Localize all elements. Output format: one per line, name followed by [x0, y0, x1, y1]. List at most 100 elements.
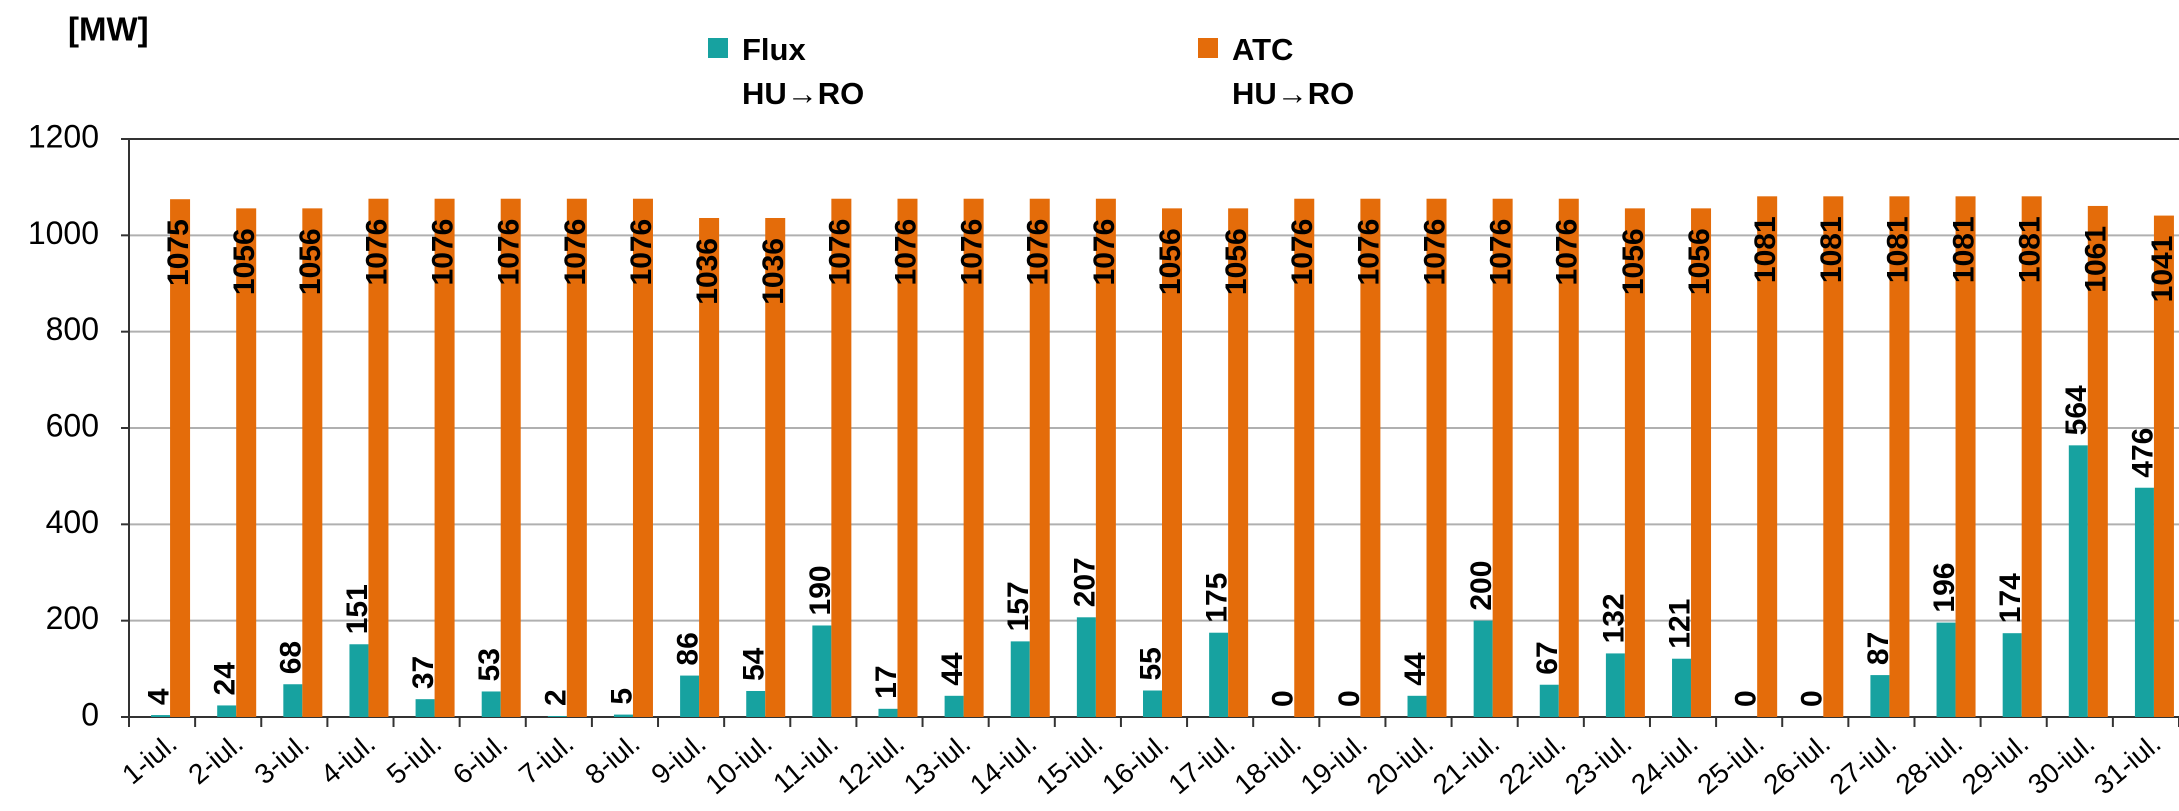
- bar: [1539, 684, 1559, 717]
- bar: [170, 199, 191, 718]
- data-label: 0: [1333, 690, 1366, 707]
- x-tick-label: 25-iul.: [1691, 728, 1769, 801]
- data-label: 1076: [360, 219, 393, 286]
- data-label: 86: [672, 632, 705, 665]
- y-tick-label: 0: [81, 696, 99, 732]
- x-tick-label: 26-iul.: [1758, 728, 1836, 801]
- data-label: 1076: [493, 219, 526, 286]
- data-label: 132: [1597, 593, 1630, 643]
- data-label: 1036: [757, 238, 790, 305]
- x-tick-label: 12-iul.: [832, 728, 910, 801]
- y-tick-label: 200: [46, 600, 99, 636]
- bar: [283, 684, 303, 717]
- bar: [302, 208, 323, 718]
- bar: [680, 675, 700, 717]
- data-label: 0: [1267, 690, 1300, 707]
- x-tick-label: 18-iul.: [1229, 728, 1307, 801]
- data-label: 87: [1862, 632, 1895, 665]
- bar: [1605, 653, 1625, 717]
- x-tick-label: 10-iul.: [699, 728, 777, 801]
- data-label: 1076: [625, 219, 658, 286]
- data-label: 37: [407, 656, 440, 689]
- bar: [434, 198, 455, 717]
- y-tick-label: 400: [46, 504, 99, 540]
- data-label: 1076: [823, 219, 856, 286]
- bar: [2087, 205, 2108, 717]
- data-label: 207: [1068, 557, 1101, 607]
- data-label: 196: [1928, 563, 1961, 613]
- data-label: 476: [2126, 428, 2159, 478]
- data-label: 67: [1531, 641, 1564, 674]
- data-label: 1075: [162, 219, 195, 286]
- bar: [1010, 641, 1030, 717]
- bar: [944, 695, 964, 717]
- x-tick-label: 13-iul.: [898, 728, 976, 801]
- bar: [699, 217, 720, 717]
- data-label: 175: [1201, 573, 1234, 623]
- data-label: 1081: [2014, 216, 2047, 283]
- legend-item: Flux HU→RO: [708, 28, 902, 116]
- data-label: 1081: [1881, 216, 1914, 283]
- data-label: 1076: [559, 219, 592, 286]
- bar: [831, 198, 852, 717]
- data-label: 1076: [1088, 219, 1121, 286]
- bar: [151, 715, 171, 717]
- data-label: 190: [804, 565, 837, 615]
- x-tick-label: 19-iul.: [1295, 728, 1373, 801]
- data-label: 1081: [1815, 216, 1848, 283]
- data-label: 564: [2060, 385, 2093, 435]
- x-tick-label: 7-iul.: [513, 728, 579, 791]
- bar: [2134, 487, 2154, 717]
- x-tick-label: 16-iul.: [1096, 728, 1174, 801]
- data-label: 0: [1796, 690, 1829, 707]
- data-label: 1056: [1154, 228, 1187, 295]
- bar: [746, 690, 766, 717]
- bar: [1143, 690, 1162, 717]
- bar: [1162, 208, 1182, 718]
- x-tick-label: 31-iul.: [2088, 728, 2166, 801]
- data-label: 44: [936, 652, 969, 686]
- data-label: 53: [473, 648, 506, 681]
- data-label: 1076: [1286, 219, 1319, 286]
- bar: [632, 198, 653, 717]
- bar: [812, 625, 832, 717]
- bar: [547, 716, 567, 717]
- x-tick-label: 8-iul.: [579, 728, 645, 791]
- data-label: 1056: [1220, 228, 1253, 295]
- bar: [1936, 622, 1956, 717]
- bar: [349, 644, 369, 717]
- data-label: 17: [870, 665, 903, 698]
- bar: [1955, 196, 1976, 717]
- bar: [415, 699, 435, 717]
- x-tick-label: 3-iul.: [249, 728, 315, 791]
- bar: [897, 198, 918, 717]
- data-label: 54: [738, 647, 771, 681]
- y-tick-label: 800: [46, 311, 99, 347]
- data-label: 1076: [889, 219, 922, 286]
- bar: [1029, 198, 1050, 717]
- legend-label: ATC HU→RO: [1232, 32, 1355, 111]
- x-tick-label: 1-iul.: [116, 728, 182, 791]
- bar: [1294, 198, 1315, 717]
- legend-swatch: [1198, 38, 1218, 58]
- data-label: 157: [1002, 581, 1035, 631]
- data-label: 5: [605, 688, 638, 705]
- data-label: 1076: [1418, 219, 1451, 286]
- bar: [1426, 198, 1447, 717]
- bar: [1492, 198, 1513, 717]
- y-axis-label: [MW]: [68, 11, 149, 48]
- bar: [1870, 675, 1890, 717]
- data-label: 1056: [1683, 228, 1716, 295]
- data-label: 200: [1465, 561, 1498, 611]
- data-label: 1076: [1022, 219, 1055, 286]
- x-tick-label: 4-iul.: [315, 728, 381, 791]
- legend-label: Flux HU→RO: [742, 32, 865, 111]
- data-label: 1076: [1551, 219, 1584, 286]
- bar: [1558, 198, 1579, 717]
- x-tick-label: 30-iul.: [2022, 728, 2100, 801]
- x-tick-label: 15-iul.: [1030, 728, 1108, 801]
- legend-item: ATC HU→RO: [1198, 28, 1392, 116]
- x-tick-label: 17-iul.: [1162, 728, 1240, 801]
